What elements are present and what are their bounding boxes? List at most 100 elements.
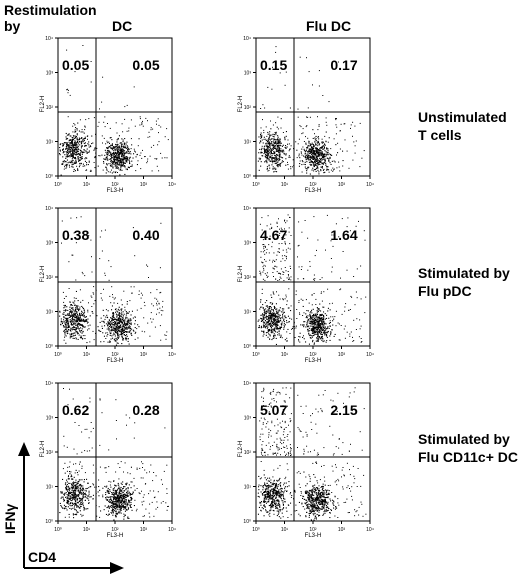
upper-left-percentage: 4.67 — [260, 227, 287, 243]
upper-right-percentage: 0.40 — [132, 227, 159, 243]
y-tick-label: 10⁴ — [243, 206, 251, 212]
y-tick-label: 10¹ — [244, 485, 252, 491]
event-dots — [257, 387, 367, 522]
y-tick-label: 10³ — [244, 71, 252, 77]
x-axis-label: FL3-H — [107, 358, 124, 364]
row-label-flu-pdc: Stimulated by Flu pDC — [418, 264, 510, 300]
cd4-arrowhead-icon — [110, 562, 124, 574]
upper-left-percentage: 0.15 — [260, 57, 287, 73]
x-tick-label: 10¹ — [83, 352, 91, 358]
y-tick-label: 10³ — [244, 241, 252, 247]
y-axis-label: FL2-H — [40, 441, 46, 458]
x-tick-label: 10¹ — [281, 352, 289, 358]
upper-right-percentage: 2.15 — [330, 402, 357, 418]
y-tick-label: 10⁴ — [45, 206, 53, 212]
y-tick-label: 10⁴ — [243, 381, 251, 387]
x-tick-label: 10³ — [338, 352, 346, 358]
x-axis-label: FL3-H — [107, 188, 124, 194]
restimulation-line2: by — [4, 18, 21, 34]
y-tick-label: 10⁴ — [45, 36, 53, 42]
x-tick-label: 10⁴ — [168, 352, 176, 358]
y-tick-label: 10⁰ — [45, 519, 53, 525]
x-tick-label: 10² — [309, 352, 317, 358]
x-tick-label: 10² — [309, 527, 317, 533]
x-tick-label: 10² — [111, 182, 119, 188]
y-tick-label: 10¹ — [46, 485, 54, 491]
x-tick-label: 10² — [111, 352, 119, 358]
x-tick-label: 10¹ — [83, 182, 91, 188]
y-tick-label: 10³ — [244, 416, 252, 422]
y-axis-label: FL2-H — [40, 96, 46, 113]
upper-left-percentage: 5.07 — [260, 402, 287, 418]
x-tick-label: 10² — [309, 182, 317, 188]
y-tick-label: 10¹ — [46, 140, 54, 146]
y-tick-label: 10⁴ — [45, 381, 53, 387]
y-tick-label: 10³ — [46, 241, 54, 247]
row-label-line: Stimulated by — [418, 431, 510, 447]
event-dots — [59, 388, 169, 521]
x-axis-label: FL3-H — [305, 533, 322, 539]
cd4-label: CD4 — [28, 549, 57, 565]
x-tick-label: 10³ — [338, 182, 346, 188]
ifn-gamma-arrowhead-icon — [18, 442, 30, 456]
y-tick-label: 10² — [46, 275, 54, 281]
column-header-flu-dc: Flu DC — [306, 18, 352, 34]
x-tick-label: 10⁴ — [366, 352, 374, 358]
restimulation-line1: Restimulation — [4, 2, 97, 18]
row-label-line: Stimulated by — [418, 265, 510, 281]
y-tick-label: 10⁰ — [243, 519, 251, 525]
x-tick-label: 10⁴ — [168, 527, 176, 533]
y-tick-label: 10² — [244, 105, 252, 111]
x-tick-label: 10³ — [140, 527, 148, 533]
column-header-dc: DC — [112, 18, 133, 34]
y-axis-label: FL2-H — [238, 266, 244, 283]
y-tick-label: 10² — [244, 450, 252, 456]
y-tick-label: 10³ — [46, 71, 54, 77]
y-tick-label: 10¹ — [244, 140, 252, 146]
y-tick-label: 10² — [244, 275, 252, 281]
row-label-line: Flu CD11c+ DC — [418, 449, 518, 465]
upper-right-percentage: 0.17 — [330, 57, 357, 73]
x-tick-label: 10⁰ — [54, 527, 62, 533]
event-dots — [257, 46, 365, 175]
x-tick-label: 10⁴ — [366, 182, 374, 188]
x-tick-label: 10⁴ — [366, 527, 374, 533]
y-tick-label: 10⁰ — [45, 174, 53, 180]
event-dots — [257, 214, 367, 345]
x-tick-label: 10³ — [140, 352, 148, 358]
x-tick-label: 10¹ — [281, 182, 289, 188]
ifn-gamma-label: IFNγ — [2, 503, 18, 534]
x-tick-label: 10⁰ — [252, 527, 260, 533]
row-label-line: T cells — [418, 127, 462, 143]
x-axis-label: FL3-H — [107, 533, 124, 539]
x-tick-label: 10⁴ — [168, 182, 176, 188]
y-tick-label: 10⁰ — [45, 344, 53, 350]
upper-left-percentage: 0.62 — [62, 402, 89, 418]
row-label-flu-cd11c-dc: Stimulated by Flu CD11c+ DC — [418, 430, 518, 466]
event-dots — [59, 45, 169, 176]
x-axis-label: FL3-H — [305, 358, 322, 364]
y-axis-label: FL2-H — [238, 441, 244, 458]
x-tick-label: 10³ — [140, 182, 148, 188]
y-tick-label: 10¹ — [46, 310, 54, 316]
upper-right-percentage: 0.05 — [132, 57, 159, 73]
y-tick-label: 10³ — [46, 416, 54, 422]
y-tick-label: 10⁰ — [243, 174, 251, 180]
x-tick-label: 10⁰ — [54, 352, 62, 358]
y-tick-label: 10⁴ — [243, 36, 251, 42]
y-axis-label: FL2-H — [40, 266, 46, 283]
event-dots — [59, 216, 168, 346]
x-axis-label: FL3-H — [305, 188, 322, 194]
upper-left-percentage: 0.05 — [62, 57, 89, 73]
x-tick-label: 10⁰ — [252, 352, 260, 358]
x-tick-label: 10¹ — [83, 527, 91, 533]
x-tick-label: 10³ — [338, 527, 346, 533]
y-axis-label: FL2-H — [238, 96, 244, 113]
x-tick-label: 10¹ — [281, 527, 289, 533]
